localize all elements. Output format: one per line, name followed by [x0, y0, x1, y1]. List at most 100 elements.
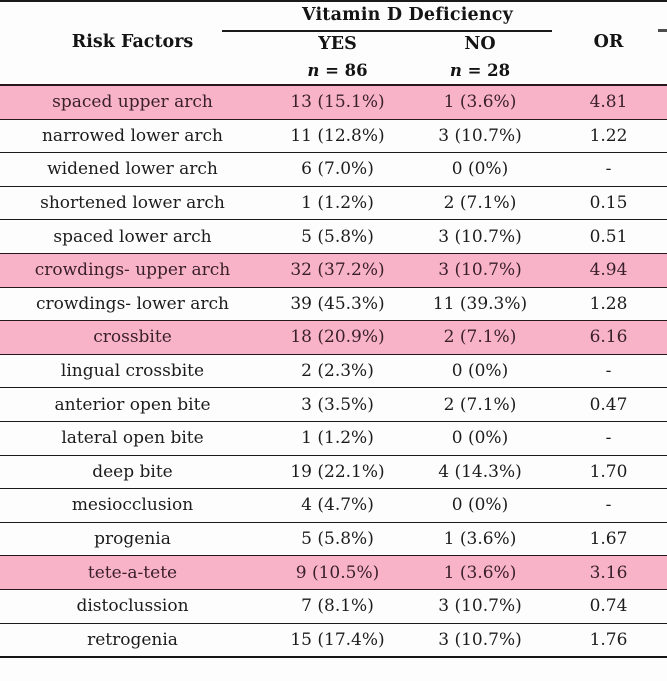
table-row: lingual crossbite 2 (2.3%) 0 (0%) - — [0, 353, 667, 388]
yes-count-cell: 15 (17.4%) — [265, 622, 410, 659]
no-count-cell: 2 (7.1%) — [410, 320, 550, 355]
table-row: distoclussion 7 (8.1%) 3 (10.7%) 0.74 — [0, 588, 667, 623]
odds-ratio-cell: 0.15 — [550, 185, 667, 220]
risk-factor-cell: crowdings- lower arch — [0, 286, 265, 321]
risk-factors-table: Risk Factors Vitamin D Deficiency OR YES… — [0, 0, 667, 659]
yes-count-cell: 4 (4.7%) — [265, 488, 410, 523]
yes-count-cell: 13 (15.1%) — [265, 83, 410, 120]
risk-factor-cell: crossbite — [0, 320, 265, 355]
no-column-header: NO — [464, 33, 496, 54]
risk-factor-cell: shortened lower arch — [0, 185, 265, 220]
yes-count-cell: 5 (5.8%) — [265, 219, 410, 254]
yes-count-cell: 11 (12.8%) — [265, 118, 410, 153]
risk-factor-cell: spaced lower arch — [0, 219, 265, 254]
no-count-cell: 11 (39.3%) — [410, 286, 550, 321]
no-count-cell: 2 (7.1%) — [410, 387, 550, 422]
odds-ratio-cell: 1.67 — [550, 521, 667, 556]
no-count-cell: 3 (10.7%) — [410, 118, 550, 153]
risk-factor-cell: tete-a-tete — [0, 555, 265, 590]
yes-count-cell: 39 (45.3%) — [265, 286, 410, 321]
no-count-cell: 3 (10.7%) — [410, 588, 550, 623]
or-column-header: OR — [593, 32, 624, 52]
table-row: shortened lower arch 1 (1.2%) 2 (7.1%) 0.15 — [0, 185, 667, 220]
yes-count-cell: 18 (20.9%) — [265, 320, 410, 355]
table-row: narrowed lower arch 11 (12.8%) 3 (10.7%) 1.… — [0, 118, 667, 153]
no-count-cell: 3 (10.7%) — [410, 252, 550, 288]
no-count-cell: 4 (14.3%) — [410, 454, 550, 489]
table-top-rule — [0, 0, 667, 2]
odds-ratio-cell: 0.47 — [550, 387, 667, 422]
no-count-cell: 0 (0%) — [410, 488, 550, 523]
odds-ratio-cell: - — [550, 488, 667, 523]
odds-ratio-cell: 3.16 — [550, 555, 667, 590]
vitamin-d-deficiency-group-header: Vitamin D Deficiency — [301, 5, 514, 25]
risk-factor-cell: spaced upper arch — [0, 83, 265, 120]
yes-count-cell: 3 (3.5%) — [265, 387, 410, 422]
odds-ratio-cell: - — [550, 152, 667, 187]
odds-ratio-cell: 0.74 — [550, 588, 667, 623]
n-value: = 28 — [461, 61, 511, 80]
odds-ratio-cell: - — [550, 420, 667, 456]
risk-factors-column-header: Risk Factors — [71, 32, 194, 52]
table-row: retrogenia 15 (17.4%) 3 (10.7%) 1.76 — [0, 622, 667, 659]
table-row: mesiocclusion 4 (4.7%) 0 (0%) - — [0, 488, 667, 523]
odds-ratio-cell: 4.94 — [550, 252, 667, 288]
table-row: crowdings- upper arch 32 (37.2%) 3 (10.7%)… — [0, 252, 667, 288]
yes-count-cell: 5 (5.8%) — [265, 521, 410, 556]
odds-ratio-cell: 1.70 — [550, 454, 667, 489]
yes-count-cell: 2 (2.3%) — [265, 353, 410, 388]
table-row: widened lower arch 6 (7.0%) 0 (0%) - — [0, 152, 667, 187]
no-count-cell: 1 (3.6%) — [410, 83, 550, 120]
yes-column-header: YES — [318, 33, 357, 54]
odds-ratio-cell: 0.51 — [550, 219, 667, 254]
truncated-column-fragment — [658, 29, 667, 32]
no-count-cell: 0 (0%) — [410, 353, 550, 388]
risk-factor-cell: anterior open bite — [0, 387, 265, 422]
table-row: crowdings- lower arch 39 (45.3%) 11 (39.3%… — [0, 286, 667, 321]
risk-factor-cell: lingual crossbite — [0, 353, 265, 388]
table-body: spaced upper arch 13 (15.1%) 1 (3.6%) 4.81 n… — [0, 83, 667, 659]
yes-count-cell: 7 (8.1%) — [265, 588, 410, 623]
table-row: spaced upper arch 13 (15.1%) 1 (3.6%) 4.81 — [0, 83, 667, 120]
table-row: deep bite 19 (22.1%) 4 (14.3%) 1.70 — [0, 454, 667, 489]
risk-factor-cell: narrowed lower arch — [0, 118, 265, 153]
no-sample-size: n = 28 — [410, 57, 550, 85]
yes-count-cell: 1 (1.2%) — [265, 420, 410, 456]
no-count-cell: 3 (10.7%) — [410, 622, 550, 659]
odds-ratio-cell: - — [550, 353, 667, 388]
yes-sample-size: n = 86 — [265, 57, 410, 85]
no-count-cell: 3 (10.7%) — [410, 219, 550, 254]
yes-count-cell: 1 (1.2%) — [265, 185, 410, 220]
no-count-cell: 0 (0%) — [410, 152, 550, 187]
no-count-cell: 2 (7.1%) — [410, 185, 550, 220]
risk-factor-cell: distoclussion — [0, 588, 265, 623]
table-row: anterior open bite 3 (3.5%) 2 (7.1%) 0.47 — [0, 387, 667, 422]
odds-ratio-cell: 1.76 — [550, 622, 667, 659]
table-row: spaced lower arch 5 (5.8%) 3 (10.7%) 0.51 — [0, 219, 667, 254]
risk-factor-cell: crowdings- upper arch — [0, 252, 265, 288]
no-count-cell: 1 (3.6%) — [410, 555, 550, 590]
risk-factor-cell: widened lower arch — [0, 152, 265, 187]
table-row: tete-a-tete 9 (10.5%) 1 (3.6%) 3.16 — [0, 555, 667, 590]
no-count-cell: 0 (0%) — [410, 420, 550, 456]
odds-ratio-cell: 6.16 — [550, 320, 667, 355]
risk-factor-cell: mesiocclusion — [0, 488, 265, 523]
vitamin-d-group-underline — [222, 30, 552, 32]
yes-count-cell: 19 (22.1%) — [265, 454, 410, 489]
risk-factor-cell: retrogenia — [0, 622, 265, 659]
n-italic: n — [449, 61, 462, 80]
table-header: Risk Factors Vitamin D Deficiency OR YES… — [0, 0, 667, 85]
n-value: = 86 — [319, 61, 368, 80]
odds-ratio-cell: 4.81 — [550, 83, 667, 120]
yes-count-cell: 32 (37.2%) — [265, 252, 410, 288]
risk-factor-cell: deep bite — [0, 454, 265, 489]
risk-factor-cell: progenia — [0, 521, 265, 556]
risk-factor-cell: lateral open bite — [0, 420, 265, 456]
odds-ratio-cell: 1.28 — [550, 286, 667, 321]
table-row: lateral open bite 1 (1.2%) 0 (0%) - — [0, 420, 667, 456]
table-row: crossbite 18 (20.9%) 2 (7.1%) 6.16 — [0, 320, 667, 355]
table-row: progenia 5 (5.8%) 1 (3.6%) 1.67 — [0, 521, 667, 556]
odds-ratio-cell: 1.22 — [550, 118, 667, 153]
yes-count-cell: 9 (10.5%) — [265, 555, 410, 590]
